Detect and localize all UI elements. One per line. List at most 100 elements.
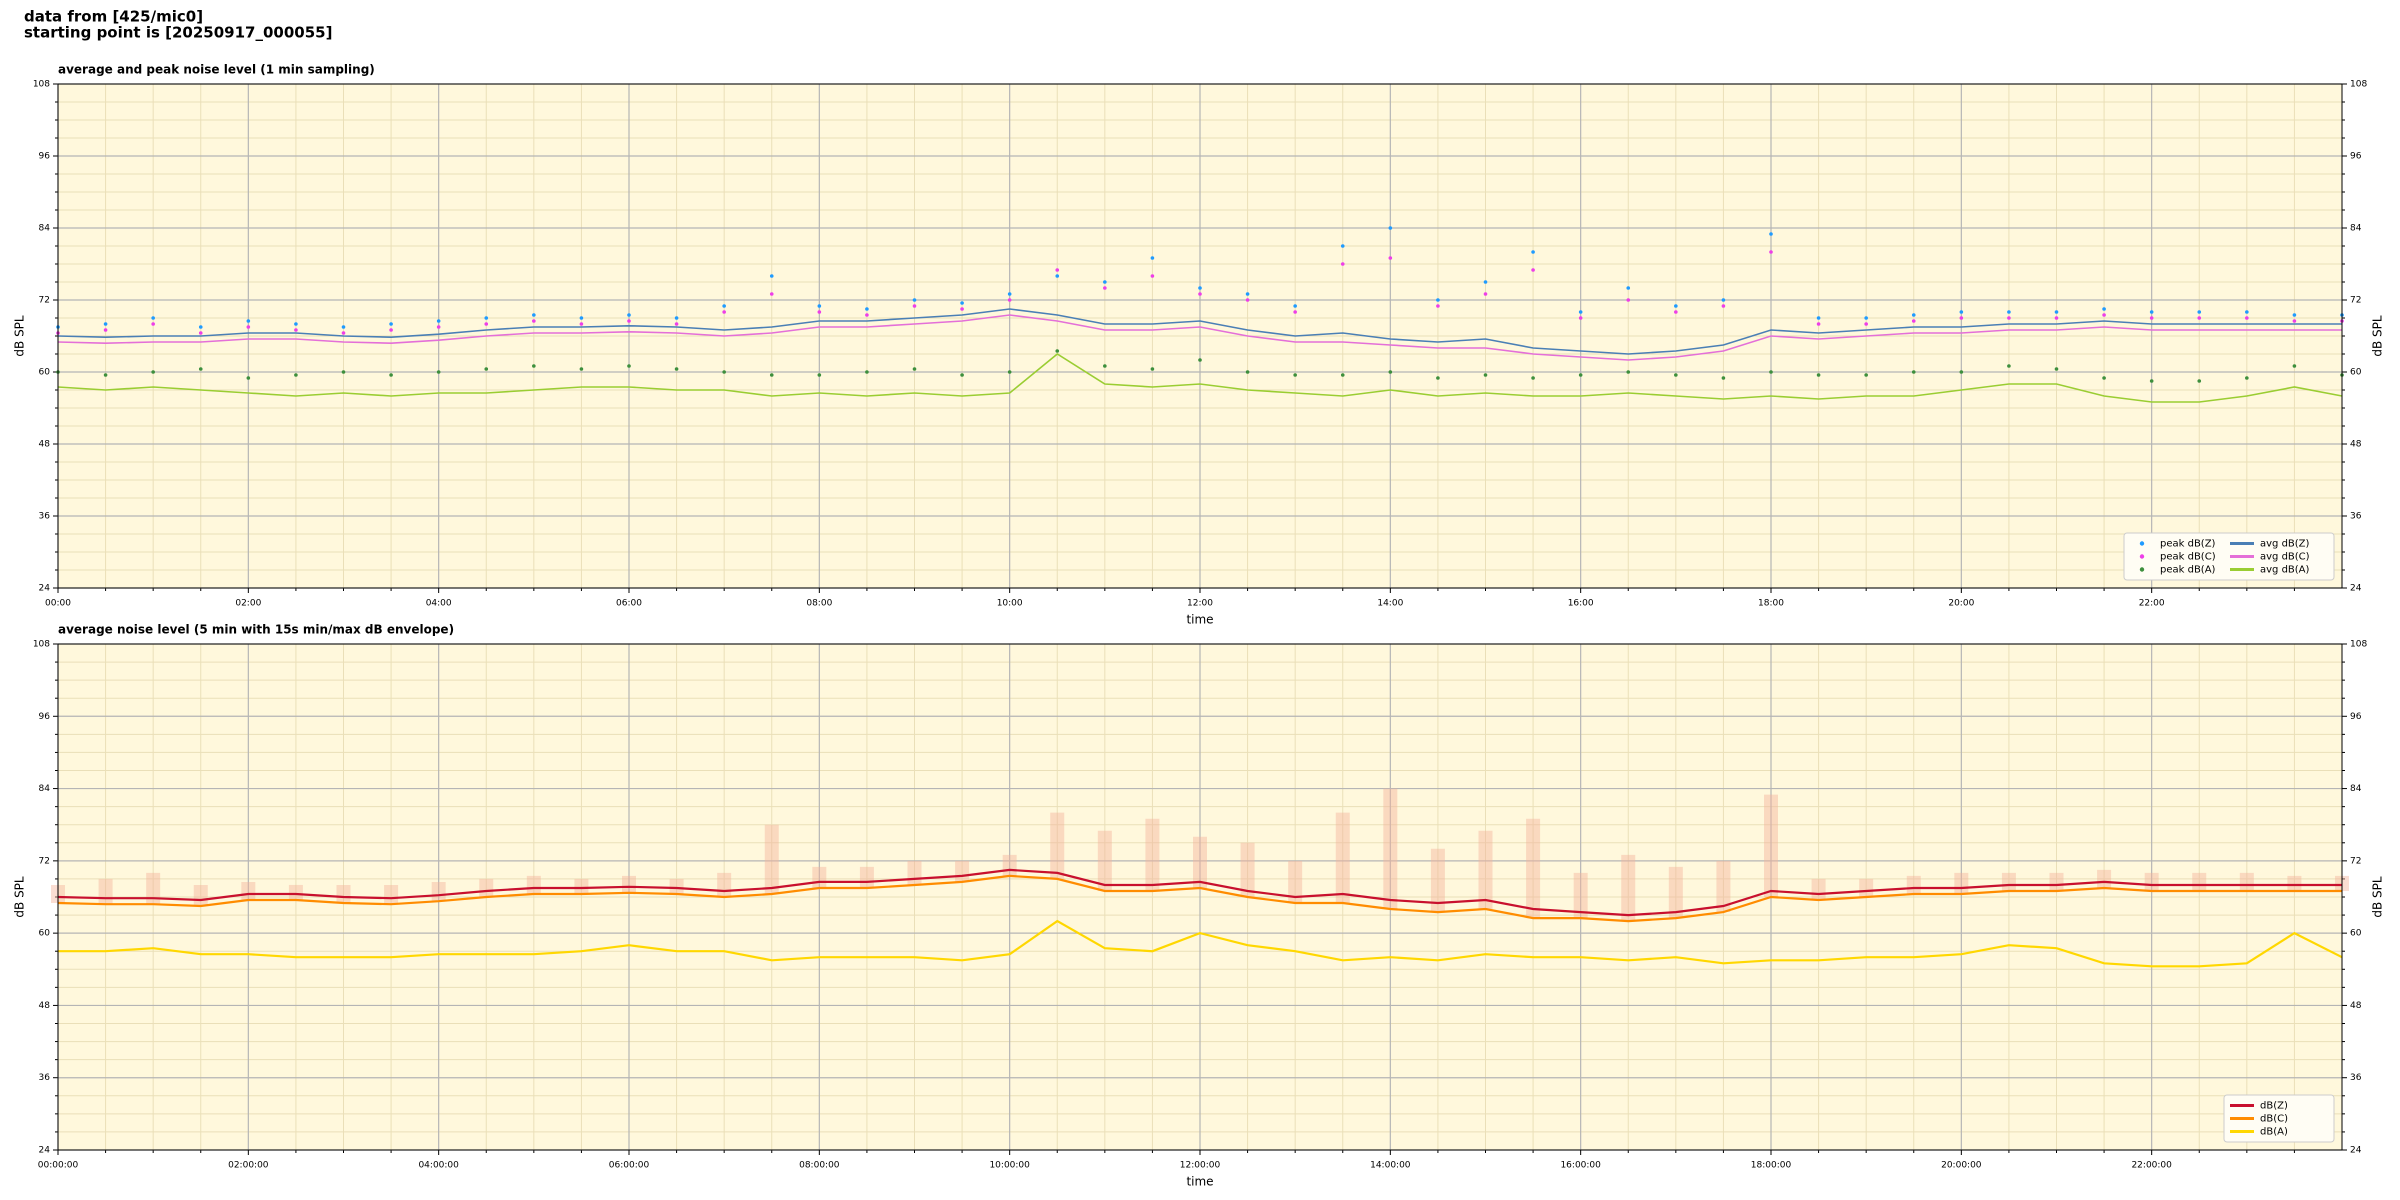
peak-point xyxy=(2007,316,2011,320)
peak-point xyxy=(1340,244,1345,248)
peak-point xyxy=(722,370,726,374)
peak-point xyxy=(579,316,584,320)
peak-point xyxy=(2149,379,2154,383)
peak-point xyxy=(246,376,251,380)
x-tick-label: 00:00 xyxy=(45,599,71,609)
y-tick-label: 96 xyxy=(39,152,51,162)
peak-point xyxy=(1245,370,1250,374)
peak-point xyxy=(1578,316,1583,320)
peak-point xyxy=(103,322,108,326)
peak-point xyxy=(484,322,489,326)
peak-point xyxy=(436,319,441,323)
plot-title: average and peak noise level (1 min samp… xyxy=(58,63,375,77)
x-tick-label: 10:00 xyxy=(997,599,1023,609)
peak-point xyxy=(1103,364,1107,368)
peak-point xyxy=(2054,310,2059,314)
x-tick-label: 22:00:00 xyxy=(2131,1161,2172,1171)
peak-point xyxy=(1531,376,1535,380)
x-tick-label: 08:00 xyxy=(806,599,832,609)
peak-point xyxy=(2054,316,2059,320)
peak-point xyxy=(2292,319,2297,323)
y-tick-label: 108 xyxy=(33,640,50,650)
header-line: data from [425/mic0] xyxy=(24,8,203,26)
peak-point xyxy=(2054,367,2059,371)
peak-point xyxy=(1245,292,1250,296)
peak-point xyxy=(484,367,489,371)
x-axis-label: time xyxy=(1186,613,1213,627)
peak-point xyxy=(1674,310,1678,314)
peak-point xyxy=(1959,316,1964,320)
peak-point xyxy=(722,310,726,314)
x-tick-label: 10:00:00 xyxy=(989,1161,1030,1171)
x-tick-label: 12:00 xyxy=(1187,599,1213,609)
x-tick-label: 00:00:00 xyxy=(38,1161,79,1171)
legend-box xyxy=(2123,532,2335,581)
y2-tick-label: 108 xyxy=(2350,640,2367,650)
series-line xyxy=(57,314,2342,361)
y-tick-label: 84 xyxy=(39,784,51,794)
peak-point xyxy=(769,292,774,296)
x-tick-label: 14:00 xyxy=(1377,599,1403,609)
series-line xyxy=(57,308,2342,355)
peak-point xyxy=(1293,373,1297,377)
peak-point xyxy=(294,322,298,326)
peak-point xyxy=(151,370,155,374)
series-line xyxy=(57,353,2343,403)
peak-point xyxy=(341,370,346,374)
peak-point xyxy=(1816,322,1821,326)
peak-point xyxy=(1578,310,1583,314)
peak-point xyxy=(532,364,536,368)
peak-point xyxy=(246,325,251,329)
peak-point xyxy=(1007,292,1012,296)
peak-point xyxy=(627,319,631,323)
peak-point xyxy=(2292,313,2297,317)
peak-point xyxy=(389,373,393,377)
legend-label: avg dB(C) xyxy=(2260,552,2310,563)
peak-point xyxy=(817,310,822,314)
peak-point xyxy=(2102,313,2106,317)
peak-point xyxy=(246,319,251,323)
legend-label: dB(Z) xyxy=(2260,1101,2288,1112)
peak-point xyxy=(532,313,536,317)
peak-point xyxy=(1626,370,1631,374)
peak-point xyxy=(103,373,108,377)
y2-tick-label: 84 xyxy=(2350,224,2362,234)
legend-label: peak dB(C) xyxy=(2160,552,2216,563)
peak-point xyxy=(1436,304,1440,308)
y2-tick-label: 36 xyxy=(2350,1073,2362,1083)
peak-point xyxy=(912,367,917,371)
peak-point xyxy=(865,370,869,374)
legend-label: avg dB(A) xyxy=(2260,565,2310,576)
peak-point xyxy=(389,322,393,326)
peak-point xyxy=(1864,373,1868,377)
x-tick-label: 12:00:00 xyxy=(1180,1161,1221,1171)
y-tick-label: 36 xyxy=(39,512,51,522)
y-tick-label: 48 xyxy=(39,440,51,450)
peak-point xyxy=(198,367,203,371)
peak-point xyxy=(1293,304,1297,308)
peak-point xyxy=(2149,316,2154,320)
peak-point xyxy=(1721,376,1726,380)
y2-tick-label: 48 xyxy=(2350,1001,2362,1011)
legend-marker xyxy=(2139,554,2145,559)
y-tick-label: 24 xyxy=(39,1146,51,1156)
peak-point xyxy=(960,301,964,305)
peak-point xyxy=(1674,373,1678,377)
y-tick-label: 60 xyxy=(39,929,51,939)
peak-point xyxy=(103,328,108,332)
x-tick-label: 02:00:00 xyxy=(228,1161,269,1171)
peak-point xyxy=(579,322,584,326)
y2-axis-label: dB SPL xyxy=(2371,315,2385,357)
peak-point xyxy=(817,373,822,377)
x-tick-label: 08:00:00 xyxy=(799,1161,840,1171)
peak-point xyxy=(1531,268,1535,272)
peak-point xyxy=(865,313,869,317)
peak-point xyxy=(2292,364,2297,368)
legend-label: peak dB(Z) xyxy=(2160,539,2216,550)
peak-point xyxy=(769,274,774,278)
series-line xyxy=(57,874,2342,923)
x-tick-label: 20:00 xyxy=(1948,599,1974,609)
peak-point xyxy=(1340,262,1345,266)
x-tick-label: 14:00:00 xyxy=(1370,1161,1411,1171)
y2-tick-label: 24 xyxy=(2350,584,2362,594)
